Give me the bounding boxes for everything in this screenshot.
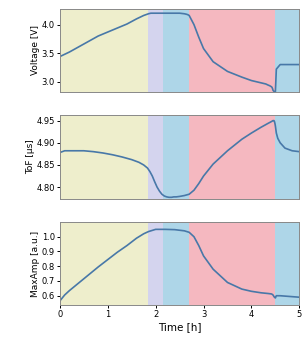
Bar <box>163 222 189 305</box>
Y-axis label: ToF [μs]: ToF [μs] <box>26 140 35 174</box>
Bar <box>275 222 299 305</box>
Bar <box>275 115 299 199</box>
X-axis label: Time [h]: Time [h] <box>158 322 201 332</box>
Bar <box>149 115 163 199</box>
Bar <box>149 9 163 92</box>
Y-axis label: Voltage [V]: Voltage [V] <box>31 25 40 75</box>
Bar <box>60 9 149 92</box>
Bar <box>189 222 275 305</box>
Bar <box>189 115 275 199</box>
Bar <box>149 222 163 305</box>
Bar <box>60 115 149 199</box>
Bar <box>163 9 189 92</box>
Bar <box>189 9 275 92</box>
Y-axis label: MaxAmp [a.u.]: MaxAmp [a.u.] <box>31 230 40 297</box>
Bar <box>275 9 299 92</box>
Bar <box>60 222 149 305</box>
Bar <box>163 115 189 199</box>
